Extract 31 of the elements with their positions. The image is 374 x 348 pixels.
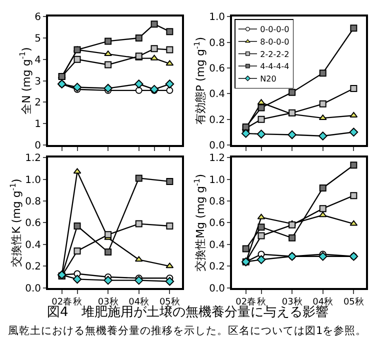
y-tick-label: 0.8	[209, 196, 225, 208]
y-tick-label: 3	[34, 76, 41, 88]
y-tick-label: 1.0	[209, 174, 225, 186]
y-tick-label: 0.0	[209, 140, 225, 152]
y-tick-label: 0.4	[209, 89, 225, 100]
text: 風乾土における無機養分量の推移を示した。区名については図1を参照。	[8, 324, 367, 337]
y-tick-label: 1.2	[209, 153, 225, 164]
y-tick-label: 0.8	[25, 196, 41, 208]
y-tick-label: 1.2	[25, 153, 41, 164]
y-tick-label: 0.6	[25, 218, 41, 230]
y-tick-label: 0.2	[25, 262, 41, 273]
y-tick-label: 0.2	[209, 262, 225, 273]
y-tick-label: 0.4	[25, 240, 41, 251]
x-tick-label: 秋	[72, 296, 82, 308]
y-tick-label: 0.6	[209, 63, 225, 74]
y-tick-label: 0.0	[209, 283, 225, 294]
y-tick-label: 0.0	[25, 283, 41, 294]
y-tick-label: 0.6	[209, 218, 225, 230]
y-tick-label: 1.0	[209, 12, 225, 24]
y-tick-label: 0.8	[209, 38, 225, 49]
y-tick-label: 5	[34, 33, 41, 44]
x-tick-label: 05秋	[343, 296, 364, 308]
y-tick-label: 1.0	[25, 174, 41, 186]
y-tick-label: 2	[34, 98, 41, 109]
y-tick-label: 0.4	[209, 240, 225, 251]
y-tick-label: 0	[34, 140, 41, 152]
y-tick-label: 0.2	[209, 114, 225, 126]
y-tick-label: 6	[34, 12, 41, 24]
y-tick-label: 4	[34, 54, 41, 66]
y-tick-label: 1	[34, 119, 41, 130]
x-tick-label: 秋	[256, 296, 266, 308]
